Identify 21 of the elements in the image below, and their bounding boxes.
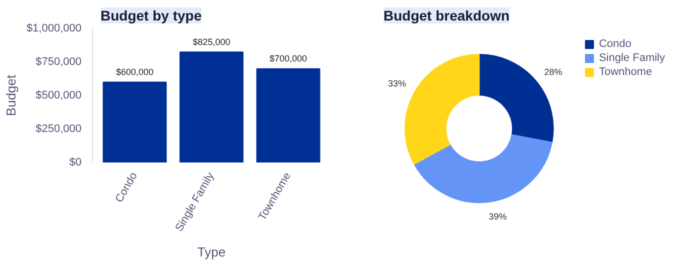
data-label: $825,000 [192, 36, 230, 47]
legend-label: Single Family [598, 52, 665, 64]
legend-label: Townhome [598, 66, 652, 78]
y-tick-label: $0 [69, 156, 82, 168]
y-tick-label: $750,000 [36, 56, 82, 68]
data-label: 28% [544, 66, 562, 77]
y-tick-label: $250,000 [36, 123, 82, 135]
data-label: 33% [388, 78, 406, 88]
x-axis-title: Type [197, 244, 226, 260]
y-axis-title: Budget [3, 74, 18, 116]
data-label: $700,000 [270, 54, 308, 64]
bar [180, 51, 244, 162]
bar [102, 82, 167, 162]
y-tick-label: $500,000 [36, 90, 82, 102]
data-label: 39% [488, 211, 507, 222]
bar [256, 68, 320, 162]
y-tick-label: $1,000,000 [26, 22, 82, 34]
data-label: $600,000 [116, 67, 154, 78]
legend-label: Condo [598, 38, 632, 50]
chart-title: Budget by type [100, 8, 202, 24]
chart-title: Budget breakdown [384, 8, 510, 24]
